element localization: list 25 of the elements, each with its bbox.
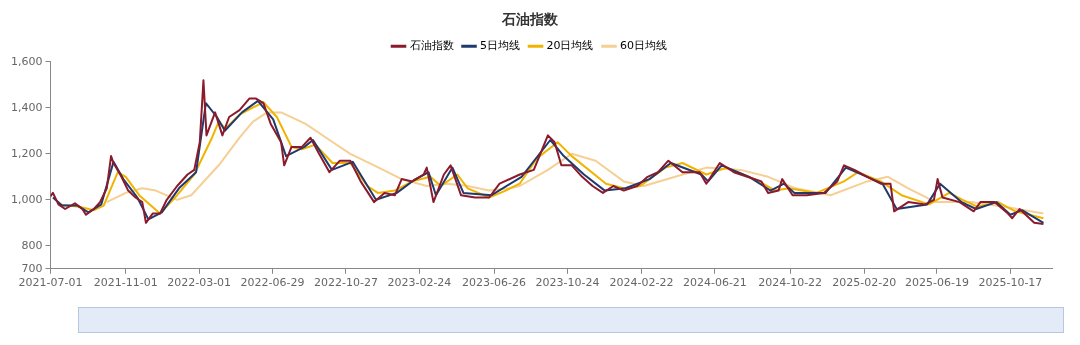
x-tick-label: 2025-10-17 bbox=[978, 276, 1043, 290]
y-tick-label: 1,600 bbox=[10, 54, 43, 68]
legend-label: 5日均线 bbox=[480, 39, 520, 53]
y-tick-label: 1,000 bbox=[10, 192, 43, 206]
x-tick-label: 2022-10-27 bbox=[314, 276, 378, 290]
y-tick-label: 800 bbox=[21, 238, 43, 252]
x-tick-label: 2024-06-21 bbox=[682, 276, 747, 290]
x-tick-label: 2023-06-26 bbox=[462, 276, 527, 290]
x-tick-label: 2022-06-29 bbox=[240, 276, 305, 290]
x-tick-label: 2025-06-19 bbox=[905, 276, 969, 290]
legend-label: 60日均线 bbox=[620, 39, 667, 53]
chart-title: 石油指数 bbox=[501, 11, 559, 28]
x-tick-label: 2025-02-20 bbox=[832, 276, 897, 290]
x-tick-label: 2022-03-01 bbox=[167, 276, 232, 290]
y-tick-label: 700 bbox=[21, 261, 43, 275]
legend-label: 20日均线 bbox=[546, 39, 594, 53]
x-tick-label: 2024-02-22 bbox=[609, 276, 674, 290]
x-tick-label: 2023-10-24 bbox=[535, 276, 600, 290]
x-tick-label: 2021-11-01 bbox=[93, 276, 158, 290]
legend-label: 石油指数 bbox=[409, 39, 454, 53]
x-tick-label: 2024-10-22 bbox=[758, 276, 823, 290]
y-tick-label: 1,400 bbox=[10, 100, 43, 114]
y-tick-label: 1,200 bbox=[10, 146, 43, 160]
x-tick-label: 2021-07-01 bbox=[18, 276, 83, 290]
x-tick-label: 2023-02-24 bbox=[387, 276, 452, 290]
